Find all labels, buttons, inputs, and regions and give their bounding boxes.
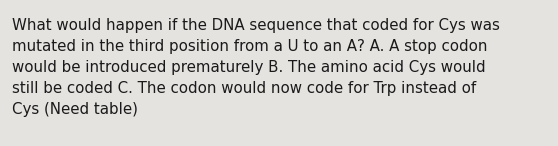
Text: What would happen if the DNA sequence that coded for Cys was
mutated in the thir: What would happen if the DNA sequence th… [12, 18, 500, 117]
